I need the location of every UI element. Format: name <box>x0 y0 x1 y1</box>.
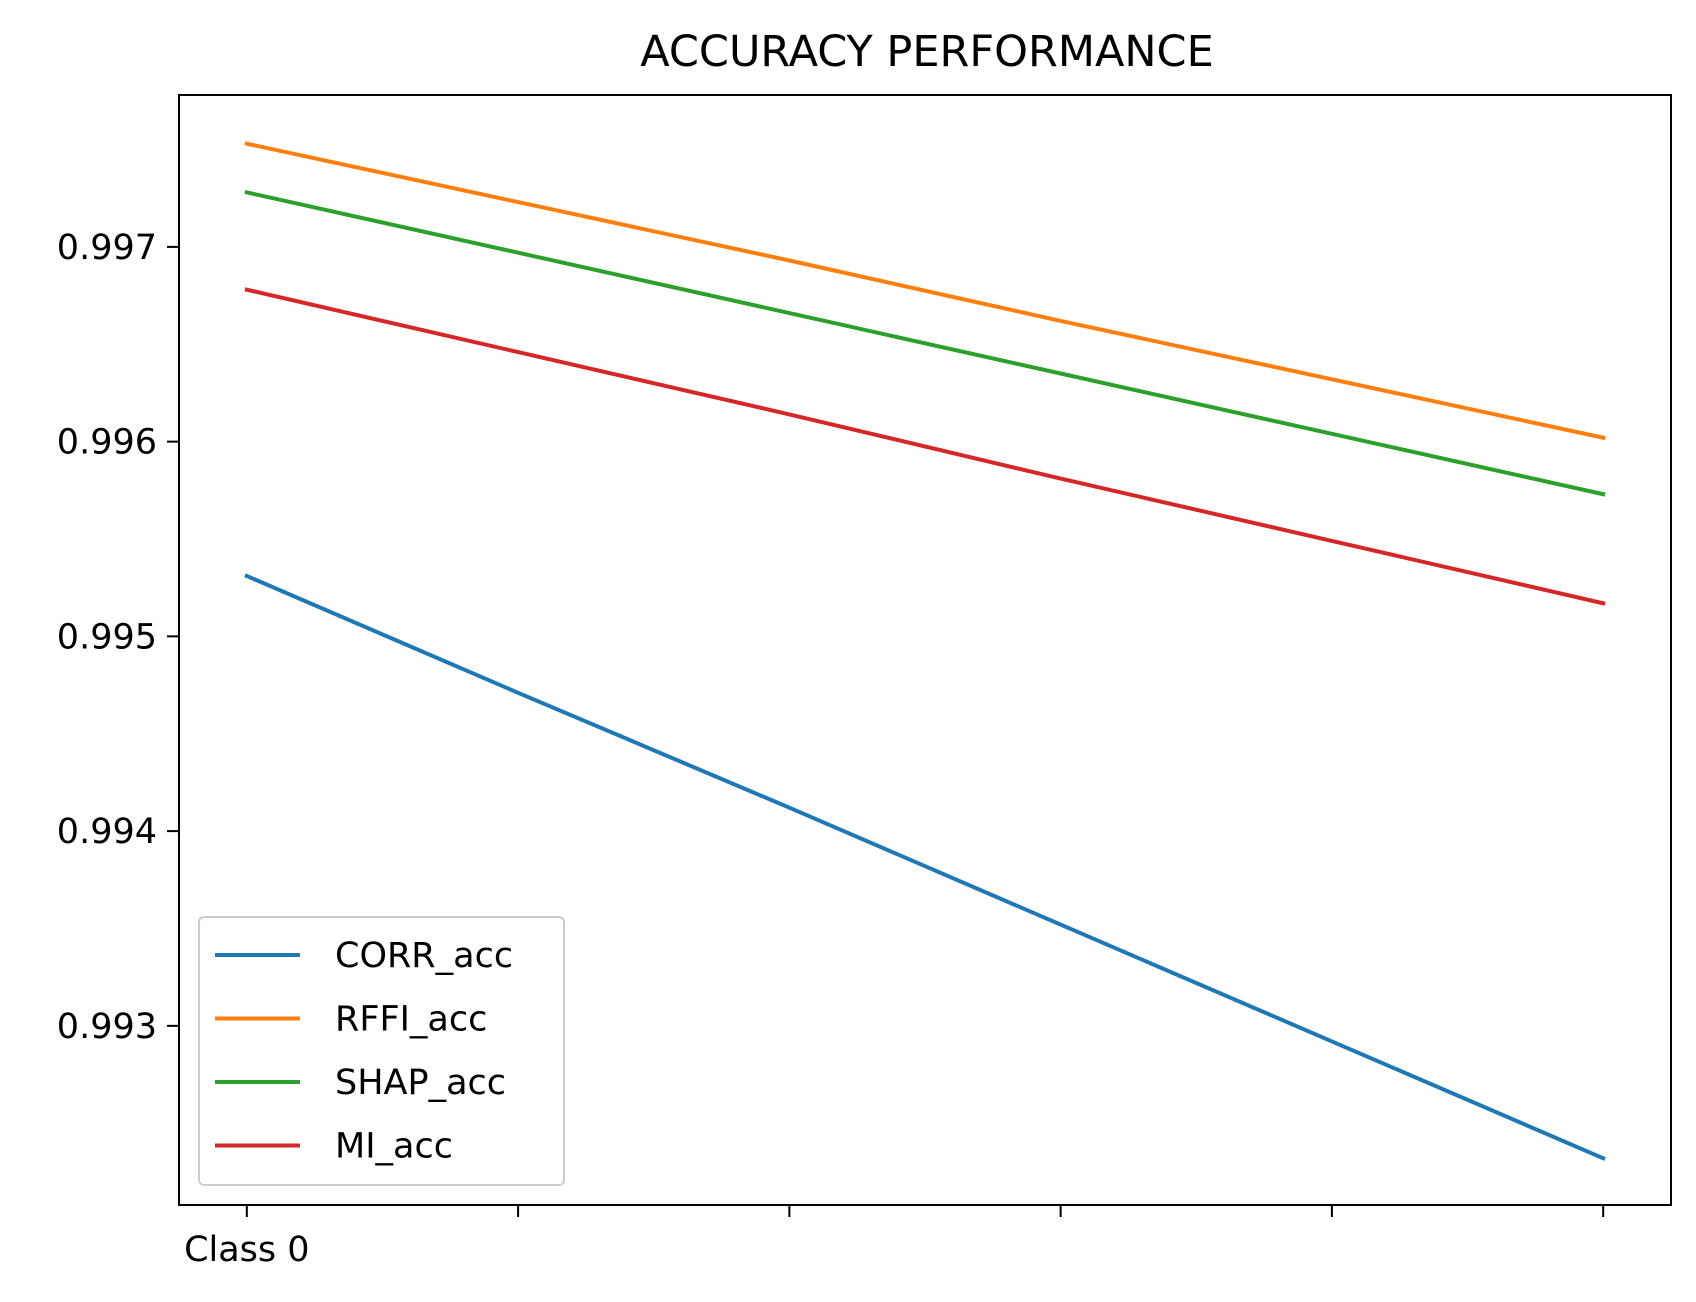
legend-box <box>198 916 565 1186</box>
y-tick-label-4: 0.997 <box>57 228 157 268</box>
y-tick-label-0: 0.993 <box>57 1007 157 1047</box>
legend-label-2: SHAP_acc <box>335 1063 506 1103</box>
chart-title: ACCURACY PERFORMANCE <box>640 27 1214 77</box>
x-tick-label-0: Class 0 <box>184 1230 309 1270</box>
series-line-0 <box>244 573 1606 1161</box>
legend-label-0: CORR_acc <box>335 936 513 976</box>
y-tick-label-3: 0.996 <box>57 423 157 463</box>
legend: CORR_acc RFFI_acc SHAP_acc MI_acc <box>198 916 565 1186</box>
legend-label-1: RFFI_acc <box>335 1000 487 1040</box>
series-line-1 <box>244 141 1606 441</box>
y-tick-label-2: 0.995 <box>57 617 157 657</box>
series-line-2 <box>244 190 1606 497</box>
series-line-3 <box>244 287 1606 606</box>
y-tick-label-1: 0.994 <box>57 812 157 852</box>
legend-label-3: MI_acc <box>335 1127 453 1167</box>
x-axis: Class 0 <box>184 1205 1605 1270</box>
series-layer <box>244 141 1606 1161</box>
y-axis: 0.993 0.994 0.995 0.996 0.997 <box>57 228 179 1047</box>
plot-frame <box>178 94 1672 1206</box>
